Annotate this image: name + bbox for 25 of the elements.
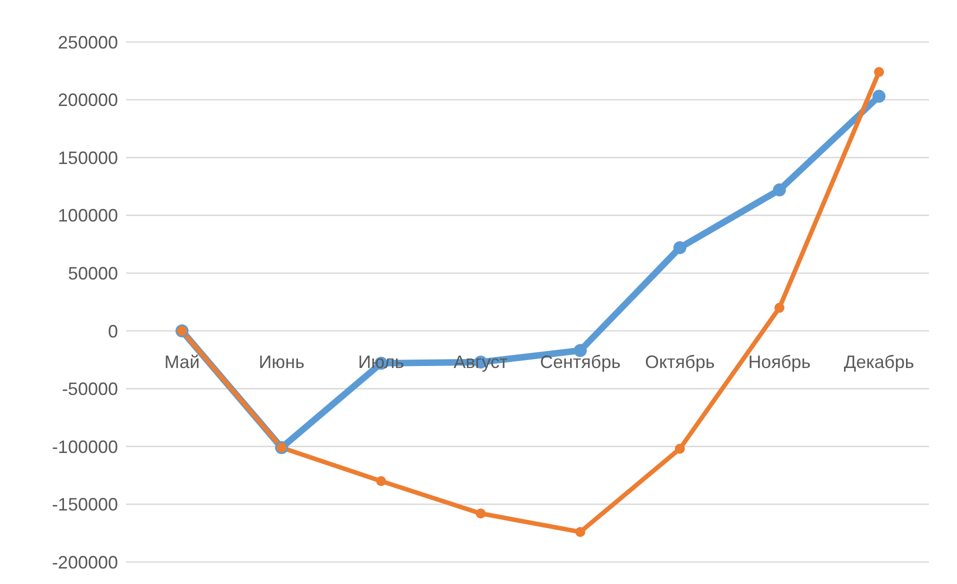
- point: [874, 67, 884, 78]
- y-tick-label: 250000: [58, 32, 118, 52]
- point: [575, 526, 586, 537]
- y-tick-label: -150000: [52, 494, 118, 515]
- point: [673, 241, 686, 254]
- x-tick-label: Сентябрь: [540, 352, 621, 372]
- point: [872, 90, 886, 103]
- x-tick-label: Ноябрь: [748, 352, 811, 372]
- y-tick-label: -200000: [52, 552, 118, 572]
- y-tick-label: -50000: [62, 379, 118, 400]
- y-tick-label: 50000: [68, 264, 118, 284]
- point: [772, 183, 786, 196]
- x-tick-label: Июнь: [258, 352, 304, 372]
- point: [376, 476, 386, 486]
- point: [476, 508, 486, 518]
- x-tick-label: Декабрь: [844, 352, 914, 372]
- x-tick-label: Май: [164, 352, 200, 372]
- point: [774, 302, 784, 313]
- y-tick-label: 100000: [58, 206, 118, 226]
- y-tick-label: 200000: [58, 90, 118, 110]
- y-tick-label: -100000: [52, 436, 118, 457]
- y-tick-label: 150000: [58, 148, 118, 168]
- x-tick-label: Октябрь: [644, 352, 715, 372]
- y-tick-label: 0: [108, 321, 118, 342]
- point: [674, 444, 685, 454]
